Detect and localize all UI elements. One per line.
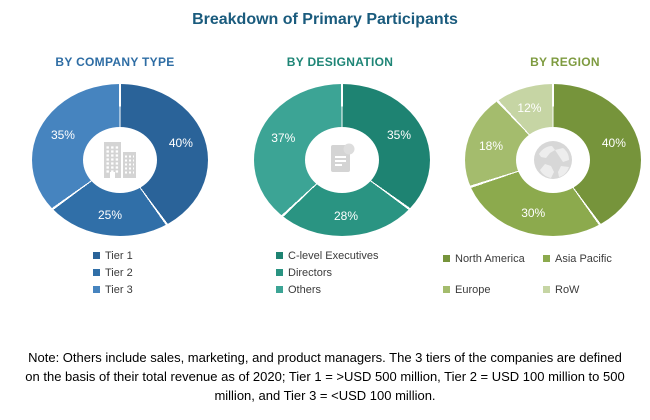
figure-title: Breakdown of Primary Participants [192,11,458,28]
legend-label: Tier 1 [105,249,133,262]
legend-label: North America [455,252,525,265]
legend-company-type: Tier 1 Tier 2 Tier 3 [93,249,133,296]
legend-label: Tier 3 [105,283,133,296]
chart-title-by-company-type: BY COMPANY TYPE [55,55,175,69]
legend-swatch [93,269,100,276]
legend-item: Tier 2 [93,266,133,279]
legend-label: Europe [455,283,491,296]
slice-label: 28% [334,208,359,223]
donut-chart-region: 40% 30% 18% 12% [465,84,641,236]
chart-title-by-designation: BY DESIGNATION [286,55,394,69]
document-icon [331,143,355,172]
legend-designation: C-level Executives Directors Others [276,249,378,296]
legend-swatch [276,269,283,276]
legend-swatch [543,255,550,262]
legend-label: RoW [555,283,580,296]
legend-label: Others [288,283,322,296]
donut-hole [305,127,379,193]
legend-item: Directors [276,266,378,279]
slice-label: 40% [168,135,193,150]
slice-label: 40% [601,135,626,150]
slice-label: 12% [517,100,542,115]
legend-swatch [443,255,450,262]
legend-item: Tier 3 [93,283,133,296]
legend-label: C-level Executives [288,249,379,262]
donut-chart-company-type: 40% 25% 35% [32,84,208,236]
donut-hole [516,127,590,193]
legend-swatch [276,252,283,259]
legend-label: Tier 2 [105,266,133,279]
globe-icon [534,141,572,179]
legend-item: C-level Executives [276,249,378,262]
legend-swatch [276,286,283,293]
slice-label: 35% [387,127,412,142]
legend-swatch [443,286,450,293]
slice-label: 30% [521,206,546,221]
legend-region: North America Asia Pacific Europe RoW [443,252,612,296]
slice-label: 18% [478,139,504,154]
slice-label: 35% [50,127,75,142]
legend-item: Asia Pacific [543,252,612,265]
legend-item: Tier 1 [93,249,133,262]
legend-label: Asia Pacific [555,252,612,265]
donut-hole [83,127,157,193]
donut-chart-designation: 35% 28% 37% [254,84,430,236]
legend-swatch [93,286,100,293]
chart-title-by-region: BY REGION [530,55,600,69]
legend-item: Others [276,283,378,296]
slice-label: 37% [271,130,296,145]
legend-swatch [543,286,550,293]
footnote: Note: Others include sales, marketing, a… [25,350,625,403]
slice-label: 25% [97,208,122,223]
legend-item: North America [443,252,543,265]
legend-item: Europe [443,283,543,296]
building-icon [104,142,136,178]
legend-label: Directors [288,266,333,279]
legend-swatch [93,252,100,259]
legend-item: RoW [543,283,612,296]
